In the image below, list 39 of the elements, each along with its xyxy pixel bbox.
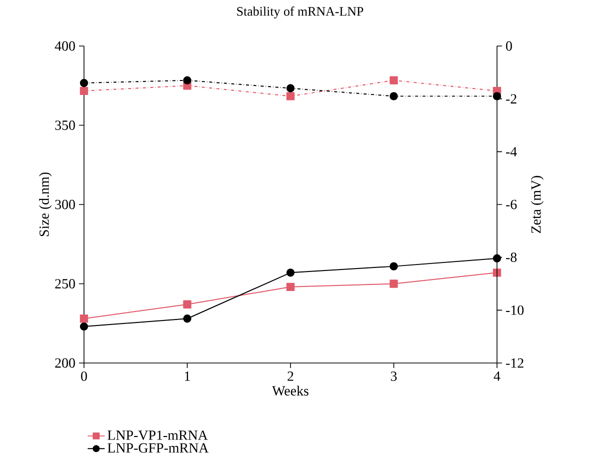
y-axis-title: Size (d.nm): [39, 172, 52, 236]
y-tick-label: 300: [55, 200, 75, 210]
y-tick-label: 400: [54, 41, 75, 51]
x-tick-label: 4: [494, 371, 500, 381]
point: [80, 78, 88, 88]
point: [286, 282, 295, 292]
point: [390, 76, 398, 84]
y2-tick-label: -2: [506, 94, 516, 104]
legend-label: LNP-GFP-mRNA: [108, 443, 209, 453]
point: [492, 92, 502, 100]
y2-tick-label: -4: [506, 147, 517, 156]
point: [183, 76, 192, 84]
point: [286, 268, 295, 277]
point: [390, 92, 398, 100]
point: [390, 262, 398, 270]
y2-tick-label: -6: [506, 200, 517, 210]
y2-tick-label: -8: [506, 252, 517, 262]
y2-tick-label: -12: [506, 358, 524, 368]
point: [80, 314, 88, 323]
x-tick-label: 3: [390, 372, 397, 381]
legend-label: LNP-VP1-mRNA: [108, 430, 208, 440]
x-tick-label: 1: [184, 371, 190, 381]
point: [80, 322, 88, 331]
y-tick-label: 250: [55, 279, 75, 288]
x-tick-label: 0: [81, 371, 87, 381]
y-tick-label: 350: [55, 120, 75, 130]
point: [286, 84, 295, 92]
x-axis-title: Weeks: [272, 386, 308, 396]
y2-tick-label: -10: [506, 305, 524, 315]
point: [183, 314, 192, 323]
point: [80, 86, 88, 95]
y-tick-label: 200: [55, 358, 75, 368]
x-tick-label: 2: [288, 372, 294, 381]
point: [390, 280, 398, 288]
y2-tick-label: 0: [506, 41, 512, 51]
point: [286, 92, 295, 100]
point: [183, 300, 192, 308]
y2-axis-title: Zeta (mV): [530, 176, 544, 234]
chart-title: Stability of mRNA-LNP: [237, 6, 364, 18]
